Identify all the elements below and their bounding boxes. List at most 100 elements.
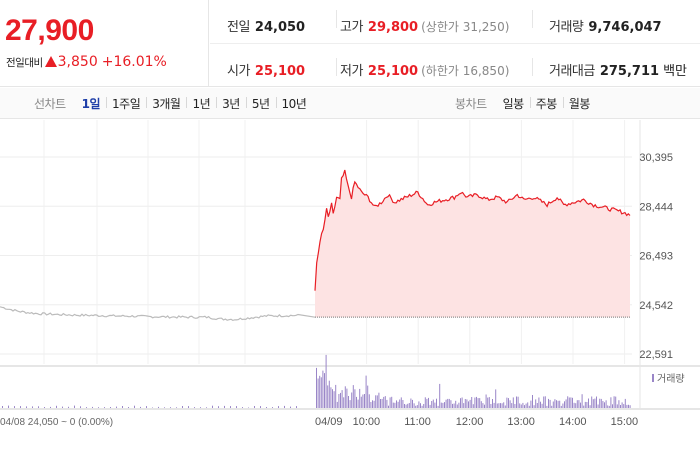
volume-bar: [351, 392, 353, 408]
volume-bar: [495, 389, 497, 408]
volume-bar: [589, 405, 591, 408]
volume-bar: [498, 403, 500, 408]
volume-bar: [546, 405, 548, 408]
volume-bar: [453, 403, 455, 408]
tab-3y[interactable]: 3년: [216, 95, 246, 112]
high-value: 29,800: [367, 20, 419, 35]
volume-panel: 거래량: [2, 354, 685, 408]
volume-bar: [416, 405, 418, 408]
candle-chart-title: 봉차트: [455, 97, 487, 111]
volume-bar: [284, 405, 285, 408]
volume-bar: [335, 384, 337, 408]
tab-weekly-candle[interactable]: 주봉: [529, 95, 563, 112]
volume-bar: [116, 406, 117, 408]
volume-bar: [346, 388, 348, 408]
volume-bar: [610, 397, 612, 408]
tab-1d[interactable]: 1일: [81, 97, 101, 111]
volume-bar: [122, 406, 123, 408]
tab-1w[interactable]: 1주일: [106, 95, 146, 112]
volume-bar: [194, 407, 195, 408]
volume-bar: [38, 406, 39, 408]
volume-bar: [56, 405, 57, 408]
volume-bar: [540, 401, 541, 408]
volume-bar: [532, 395, 533, 408]
volume-bar: [402, 400, 404, 408]
volume-bar: [551, 405, 553, 408]
volume-bar: [573, 402, 575, 408]
volume-bar: [254, 406, 255, 408]
volume-bar: [134, 405, 135, 408]
volume-bar: [487, 397, 489, 408]
volume-bar: [341, 390, 343, 408]
volume-bar: [86, 407, 87, 408]
volume-bar: [218, 406, 219, 408]
volume-legend-label: 거래량: [657, 373, 685, 385]
trade-value-cell: 거래대금 275,711 백만: [549, 60, 687, 79]
intraday-price-chart[interactable]: 30,395 28,444 26,493 24,542 22,591 거래량 04/09…: [0, 120, 700, 450]
tab-1y[interactable]: 1년: [186, 95, 216, 112]
volume-bar: [517, 396, 519, 408]
today-area: [315, 170, 630, 318]
volume-bar: [620, 405, 621, 408]
volume-bar: [330, 387, 332, 408]
row-divider: [210, 43, 700, 44]
volume-bar: [410, 398, 412, 408]
quote-header: 27,900 전일대비 3,850 +16.01% 전일 24,050 고가 29,80…: [0, 0, 700, 87]
volume-bar: [343, 397, 345, 408]
open-label: 시가: [227, 64, 250, 79]
volume-bar: [364, 394, 365, 408]
volume-bar: [624, 398, 626, 408]
volume-bar: [629, 405, 631, 408]
volume-bar: [320, 377, 322, 408]
tab-monthly-candle[interactable]: 월봉: [562, 95, 596, 112]
today-line: [314, 169, 631, 291]
volume-bar: [319, 375, 321, 408]
x-tick-label: 10:00: [353, 416, 381, 428]
volume-bar: [580, 402, 581, 408]
volume-bar: [591, 396, 593, 408]
volume-bar: [272, 407, 273, 408]
volume-bar: [447, 398, 449, 408]
volume-bar: [296, 406, 297, 408]
tab-3m[interactable]: 3개월: [146, 95, 186, 112]
tab-5y[interactable]: 5년: [245, 95, 276, 112]
volume-bar: [554, 399, 556, 408]
volume-bar: [608, 405, 610, 408]
volume-bar: [572, 397, 573, 408]
prev-close-value: 24,050: [254, 20, 306, 35]
volume-bar: [248, 407, 249, 408]
open-value: 25,100: [254, 64, 306, 79]
line-chart-tabs: 선차트 1일 1주일 3개월 1년 3년 5년 10년: [34, 88, 312, 119]
volume-bar: [188, 406, 189, 408]
volume-bar: [519, 403, 521, 408]
trade-value-label: 거래대금: [549, 64, 595, 79]
volume-bar: [432, 399, 434, 408]
tab-10y[interactable]: 10년: [275, 95, 313, 112]
change-label: 전일대비: [6, 57, 43, 69]
tab-daily-candle[interactable]: 일봉: [502, 97, 525, 111]
volume-bar: [594, 398, 596, 408]
volume-bar: [618, 400, 620, 408]
current-price-box: 27,900 전일대비 3,850 +16.01%: [0, 0, 209, 87]
prev-day-series: [0, 306, 316, 322]
volume-bar: [600, 398, 602, 408]
volume-bar: [503, 402, 505, 408]
volume-bar: [378, 392, 380, 408]
volume-bar: [488, 397, 490, 408]
volume-bar: [412, 399, 413, 408]
volume-bar: [389, 397, 391, 408]
volume-bar: [525, 403, 527, 408]
upper-limit: (상한가 31,250): [421, 20, 510, 34]
volume-bar: [599, 398, 601, 408]
candle-chart-tabs: 봉차트 일봉 주봉 월봉: [455, 88, 596, 119]
volume-bar: [428, 397, 429, 408]
volume-bar: [158, 406, 159, 408]
divider: [532, 10, 533, 28]
volume-bar: [500, 403, 501, 408]
volume-bar: [440, 402, 442, 408]
volume-bar: [597, 404, 599, 408]
prev-day-line: [0, 306, 316, 322]
volume-bar: [104, 407, 105, 408]
volume-bar: [623, 404, 625, 408]
volume-bar: [8, 405, 9, 408]
